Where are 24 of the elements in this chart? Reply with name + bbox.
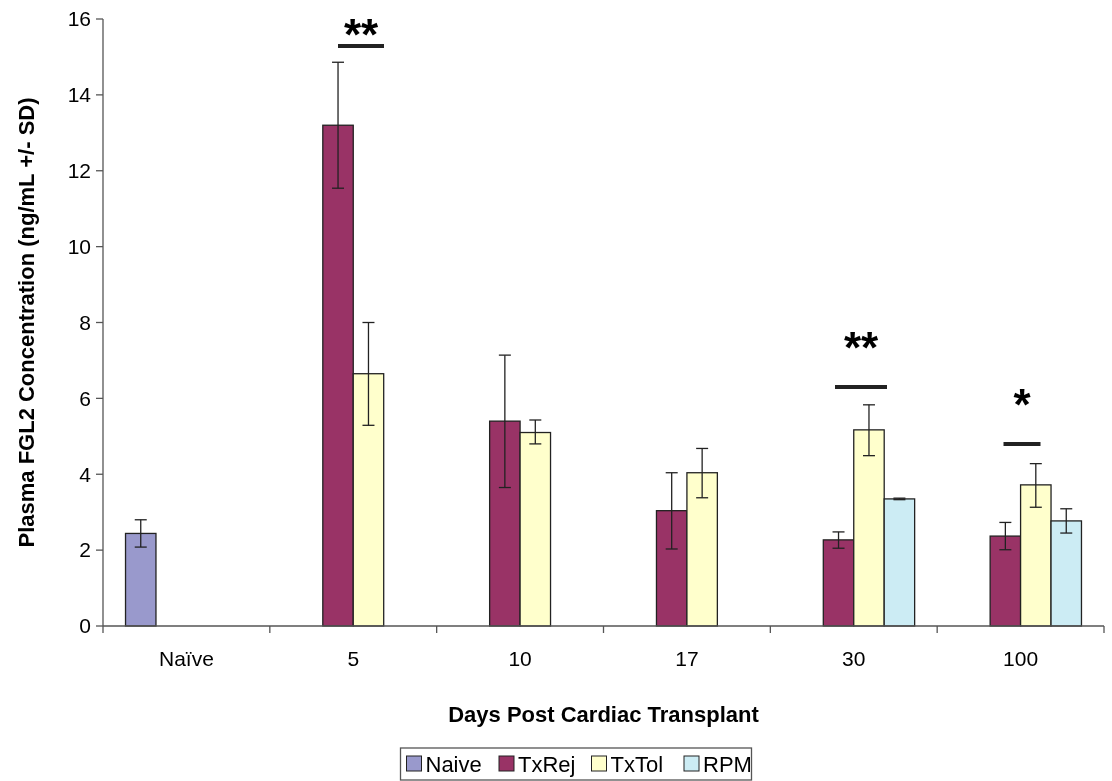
y-tick-label: 0: [79, 614, 91, 638]
x-tick-label: 5: [347, 647, 360, 670]
y-tick-label: 12: [67, 159, 91, 183]
legend-label: TxTol: [610, 752, 664, 777]
x-tick-label: 10: [508, 647, 532, 670]
y-tick-label: 6: [79, 386, 91, 410]
y-tick-label: 10: [67, 234, 91, 258]
x-tick-label: 17: [675, 647, 699, 670]
legend-label: Naive: [425, 752, 482, 777]
legend-label: TxRej: [518, 752, 576, 777]
annotation: **: [343, 10, 379, 59]
x-axis-title: Days Post Cardiac Transplant: [448, 702, 760, 727]
x-tick-label: 30: [842, 647, 866, 670]
y-tick-label: 14: [67, 83, 92, 107]
y-axis-title: Plasma FGL2 Concentration (ng/mL +/- SD): [14, 97, 39, 548]
y-tick-label: 8: [79, 310, 91, 334]
y-tick-label: 4: [79, 462, 92, 486]
y-tick-label: 2: [79, 538, 91, 562]
annotation: **: [843, 323, 879, 372]
annotation: *: [1013, 380, 1032, 429]
x-tick-label: Naïve: [158, 647, 214, 670]
legend-label: RPM: [703, 752, 752, 777]
y-tick-label: 16: [67, 7, 91, 31]
x-tick-label: 100: [1003, 647, 1039, 670]
